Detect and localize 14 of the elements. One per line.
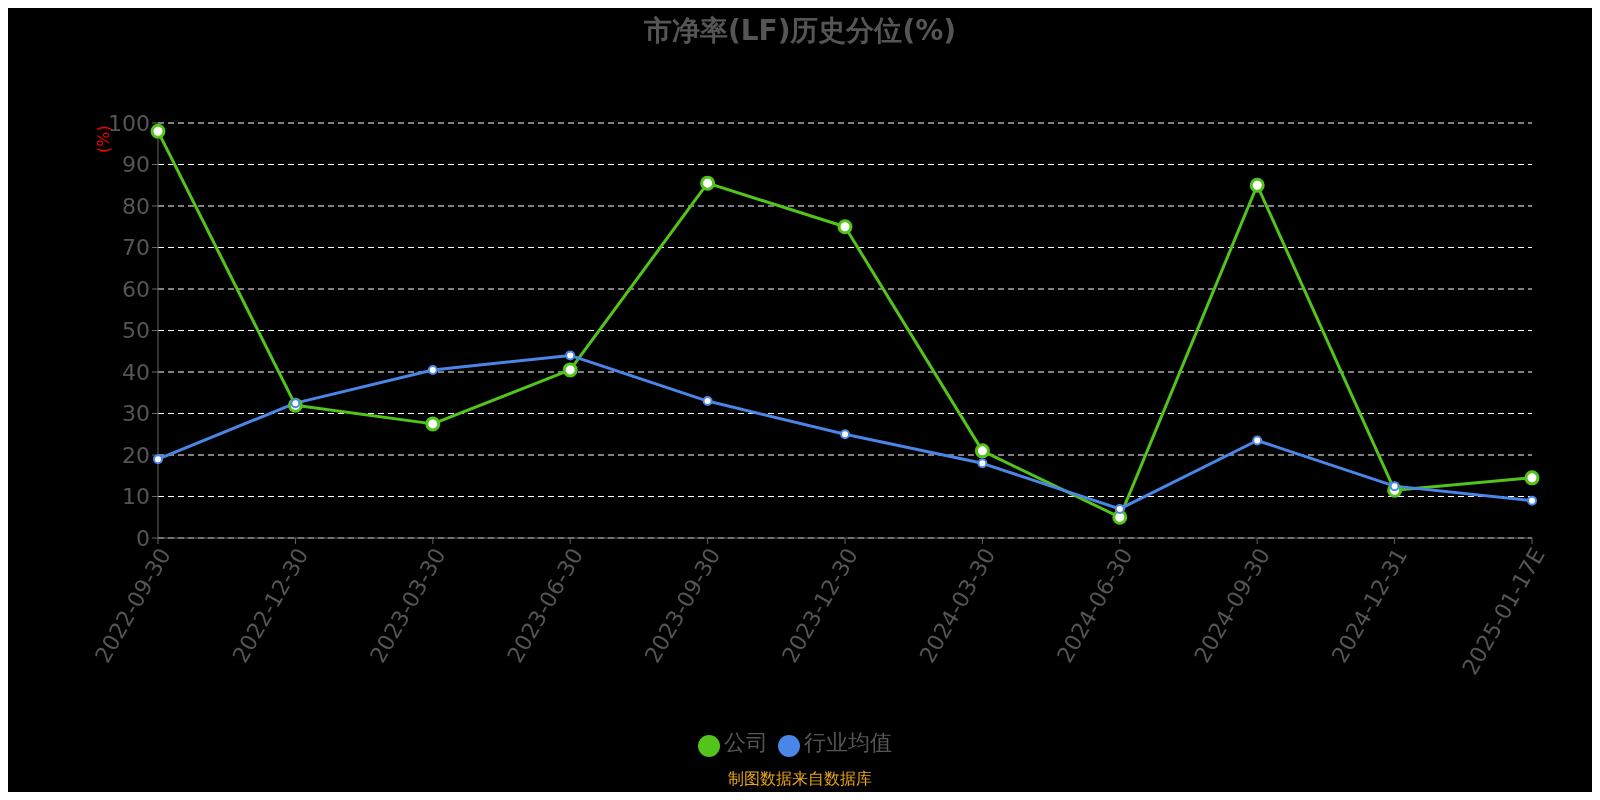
y-tick-label: 20 [122,442,150,468]
y-tick-label: 60 [122,276,150,302]
legend-label: 公司 [724,730,768,755]
y-tick-label: 50 [122,318,150,344]
y-tick-label: 40 [122,359,150,385]
y-tick-label: 70 [122,235,150,261]
y-tick-label: 0 [136,525,150,551]
y-tick-label: 10 [122,484,150,510]
y-tick-label: 30 [122,401,150,427]
y-tick-label: 80 [122,193,150,219]
legend-label: 行业均值 [804,730,892,755]
text: 制图数据来自数据库 [727,769,873,790]
chart-title: 市净率(LF)历史分位(%) [642,13,958,49]
y-tick-label: 90 [122,152,150,178]
